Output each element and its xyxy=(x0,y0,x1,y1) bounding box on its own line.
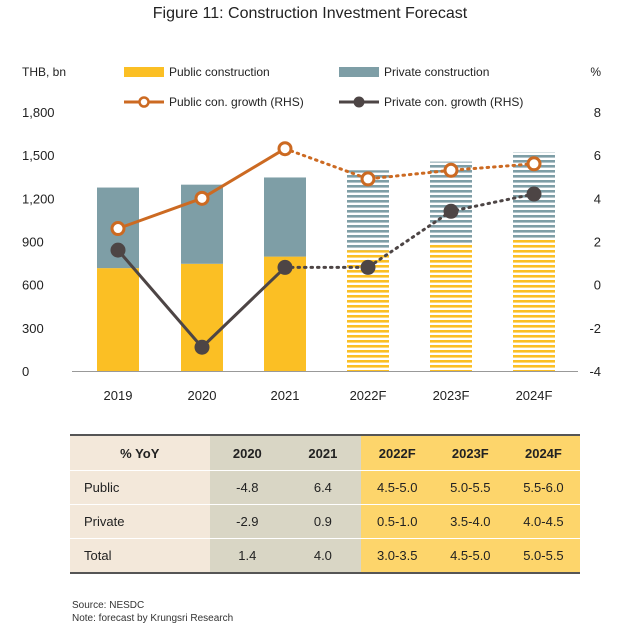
table-header-2022f: 2022F xyxy=(360,434,434,471)
bar-public-2024F xyxy=(513,237,555,371)
table-cell: -4.8 xyxy=(209,470,286,505)
y-left-tick-label: 1,500 xyxy=(22,148,55,163)
table-row-total: Total 1.4 4.0 3.0-3.5 4.5-5.0 5.0-5.5 xyxy=(70,538,580,574)
legend-label-bar-0: Public construction xyxy=(169,65,270,79)
table-cell: 3.5-4.0 xyxy=(433,504,507,539)
x-tick-label: 2022F xyxy=(350,388,387,403)
y-left-tick-label: 600 xyxy=(22,278,44,293)
table-row-public: Public -4.8 6.4 4.5-5.0 5.0-5.5 5.5-6.0 xyxy=(70,470,580,505)
y-right-tick-label: 4 xyxy=(594,191,601,206)
legend-label-bar-1: Private construction xyxy=(384,65,489,79)
y-left-tick-label: 0 xyxy=(22,364,29,379)
bar-public-2019 xyxy=(97,268,139,371)
table-header-2023f: 2023F xyxy=(433,434,507,471)
row-label: Private xyxy=(70,504,210,539)
point-private-growth-2022F xyxy=(360,259,376,275)
table-cell: 3.0-3.5 xyxy=(360,538,434,574)
y-right-tick-label: -4 xyxy=(589,364,601,379)
y-right-tick-label: 8 xyxy=(594,105,601,120)
legend-marker-0 xyxy=(138,96,150,108)
point-public-growth-2024F xyxy=(526,156,542,172)
line-forecast-series-0 xyxy=(283,147,536,181)
legend-marker-1 xyxy=(353,96,365,108)
line-forecast-series-1 xyxy=(283,192,536,269)
chart-title: Figure 11: Construction Investment Forec… xyxy=(152,5,468,22)
construction-investment-chart: 0 300 600 900 1,200 1,500 1,800 THB, bn -4 -2 0 2 4… xyxy=(22,65,601,403)
x-tick-label: 2023F xyxy=(433,388,470,403)
point-public-growth-2019 xyxy=(110,221,126,237)
x-tick-label: 2019 xyxy=(104,388,133,403)
point-public-growth-2022F xyxy=(360,171,376,187)
bar-public-2023F xyxy=(430,244,472,371)
legend-label-line-1: Private con. growth (RHS) xyxy=(384,95,523,109)
y-right-tick-label: -2 xyxy=(589,321,601,336)
yoy-growth-table: % YoY 2020 2021 2022F 2023F 2024F Public… xyxy=(70,434,580,574)
point-private-growth-2023F xyxy=(443,203,459,219)
table-cell: 4.5-5.0 xyxy=(360,470,434,505)
y-left-tick-label: 1,200 xyxy=(22,191,55,206)
y-left-tick-label: 900 xyxy=(22,235,44,250)
forecast-note: Note: forecast by Krungsri Research xyxy=(72,613,234,624)
table-cell: 5.0-5.5 xyxy=(506,538,580,574)
y-left-tick-label: 1,800 xyxy=(22,105,55,120)
table-cell: 5.5-6.0 xyxy=(506,470,580,505)
y-left-tick-label: 300 xyxy=(22,321,44,336)
legend-swatch-bar-1 xyxy=(339,67,379,77)
y-left-axis-label: THB, bn xyxy=(22,65,66,79)
legend-swatch-bar-0 xyxy=(124,67,164,77)
bar-public-2020 xyxy=(181,263,223,371)
table-cell: 0.5-1.0 xyxy=(360,504,434,539)
table-cell: 4.5-5.0 xyxy=(433,538,507,574)
point-public-growth-2021 xyxy=(277,141,293,157)
table-cell: 4.0 xyxy=(285,538,361,574)
table-header-row: % YoY 2020 2021 2022F 2023F 2024F xyxy=(70,434,580,471)
point-private-growth-2020 xyxy=(194,339,210,355)
y-right-axis-label: % xyxy=(590,65,601,79)
y-right-tick-label: 0 xyxy=(594,278,601,293)
row-label: Total xyxy=(70,538,210,574)
legend-label-line-0: Public con. growth (RHS) xyxy=(169,95,304,109)
table-header-2020: 2020 xyxy=(209,434,286,471)
table-header-2024f: 2024F xyxy=(506,434,580,471)
point-private-growth-2021 xyxy=(277,259,293,275)
table-cell: 4.0-4.5 xyxy=(506,504,580,539)
table-header-2021: 2021 xyxy=(285,434,361,471)
y-right-tick-label: 6 xyxy=(594,148,601,163)
table-header-label: % YoY xyxy=(70,434,210,471)
point-private-growth-2019 xyxy=(110,242,126,258)
table-cell: 0.9 xyxy=(285,504,361,539)
table-cell: 5.0-5.5 xyxy=(433,470,507,505)
table-cell: 6.4 xyxy=(285,470,361,505)
point-public-growth-2020 xyxy=(194,190,210,206)
point-public-growth-2023F xyxy=(443,162,459,178)
y-right-tick-label: 2 xyxy=(594,235,601,250)
x-tick-label: 2020 xyxy=(188,388,217,403)
x-tick-label: 2021 xyxy=(271,388,300,403)
point-private-growth-2024F xyxy=(526,186,542,202)
table-row-private: Private -2.9 0.9 0.5-1.0 3.5-4.0 4.0-4.5 xyxy=(70,504,580,539)
source-note: Source: NESDC xyxy=(72,600,145,611)
table-cell: -2.9 xyxy=(209,504,286,539)
x-tick-label: 2024F xyxy=(516,388,553,403)
bar-private-2021 xyxy=(264,177,306,257)
bar-public-2021 xyxy=(264,256,306,371)
table-cell: 1.4 xyxy=(209,538,286,574)
row-label: Public xyxy=(70,470,210,505)
